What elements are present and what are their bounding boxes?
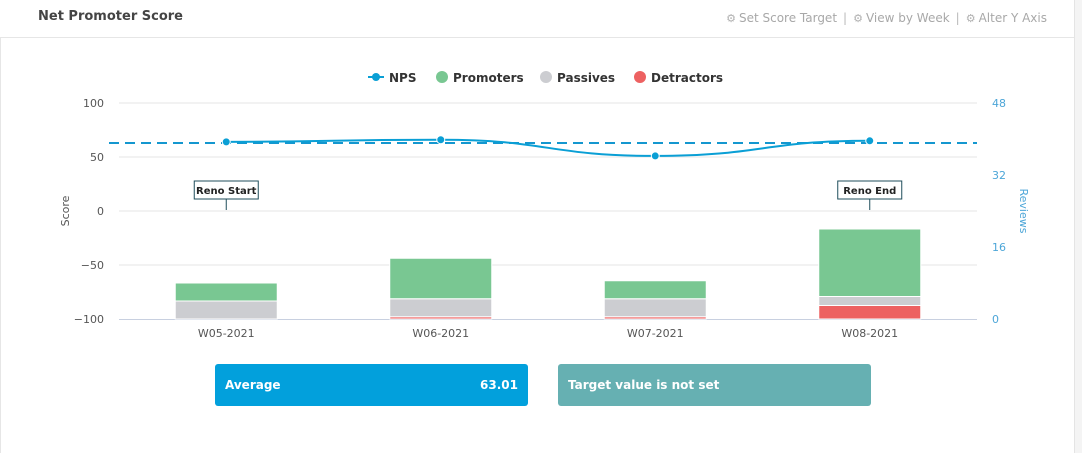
annotation-box <box>837 180 903 200</box>
passives-bar <box>603 298 707 318</box>
legend-label: Passives <box>557 71 615 85</box>
legend-label: Promoters <box>453 71 524 85</box>
y2-tick-label: 16 <box>992 241 1006 254</box>
x-tick-label: W08-2021 <box>841 327 898 340</box>
target-label: Target value is not set <box>568 378 720 392</box>
y-tick-label: −100 <box>74 313 104 326</box>
nps-line <box>226 138 870 157</box>
nps-point <box>650 151 660 161</box>
passives-bar <box>818 296 922 306</box>
y2-tick-label: 32 <box>992 169 1006 182</box>
y-tick-label: −50 <box>81 259 104 272</box>
set-score-target-label: Set Score Target <box>738 11 838 25</box>
y-axis-title: Score <box>59 195 72 226</box>
alter-y-axis-label: Alter Y Axis <box>978 11 1047 25</box>
average-label: Average <box>225 378 281 392</box>
card-left-border <box>0 37 1 453</box>
y-tick-label: 0 <box>97 205 104 218</box>
y2-tick-label: 48 <box>992 97 1006 110</box>
annotation-label: Reno Start <box>196 186 257 197</box>
nps-point <box>221 137 231 147</box>
promoters-bar <box>389 257 493 300</box>
x-tick-label: W07-2021 <box>627 327 684 340</box>
nps-chart: 100 50 0 −50 −100 48 32 16 0 Score Reviews W05-2021… <box>59 71 1030 340</box>
nps-point <box>436 135 446 145</box>
promoters-bar <box>603 280 707 300</box>
x-tick-label: W05-2021 <box>198 327 255 340</box>
passives-bar <box>174 300 278 320</box>
passives-bar <box>389 298 493 318</box>
view-by-week-label: View by Week <box>865 11 950 25</box>
detractors-bar <box>818 305 922 320</box>
nps-point <box>865 136 875 146</box>
promoters-bar <box>818 228 922 297</box>
card-title: Net Promoter Score <box>38 9 183 24</box>
card-header: Net Promoter Score ⚙ Set Score Target | … <box>0 0 1074 38</box>
legend-label: Detractors <box>651 71 723 85</box>
legend-nps-marker <box>372 73 380 81</box>
gear-icon: ⚙ <box>965 11 976 25</box>
promoters-bar <box>174 282 278 302</box>
y2-tick-label: 0 <box>992 313 999 326</box>
target-box: Target value is not set <box>558 364 871 406</box>
legend-label: NPS <box>389 71 416 85</box>
gear-icon: ⚙ <box>726 11 736 25</box>
action-separator: | <box>843 11 848 25</box>
legend-promoters-swatch <box>436 71 448 83</box>
gear-icon: ⚙ <box>853 11 863 25</box>
view-by-week-button[interactable]: ⚙ View by Week <box>853 11 950 25</box>
legend-passives-swatch <box>540 71 552 83</box>
header-actions: ⚙ Set Score Target | ⚙ View by Week | ⚙ … <box>726 11 1047 25</box>
y-tick-label: 50 <box>90 151 104 164</box>
y-tick-label: 100 <box>83 97 104 110</box>
y2-axis-title: Reviews <box>1017 189 1030 234</box>
x-tick-label: W06-2021 <box>412 327 469 340</box>
annotation-label: Reno End <box>843 186 896 197</box>
annotation-box <box>193 180 259 200</box>
average-box: Average 63.01 <box>215 364 528 406</box>
alter-y-axis-button[interactable]: ⚙ Alter Y Axis <box>966 11 1047 25</box>
legend-detractors-swatch <box>634 71 646 83</box>
set-score-target-button[interactable]: ⚙ Set Score Target <box>726 11 837 25</box>
average-value: 63.01 <box>480 378 518 392</box>
action-separator: | <box>955 11 960 25</box>
